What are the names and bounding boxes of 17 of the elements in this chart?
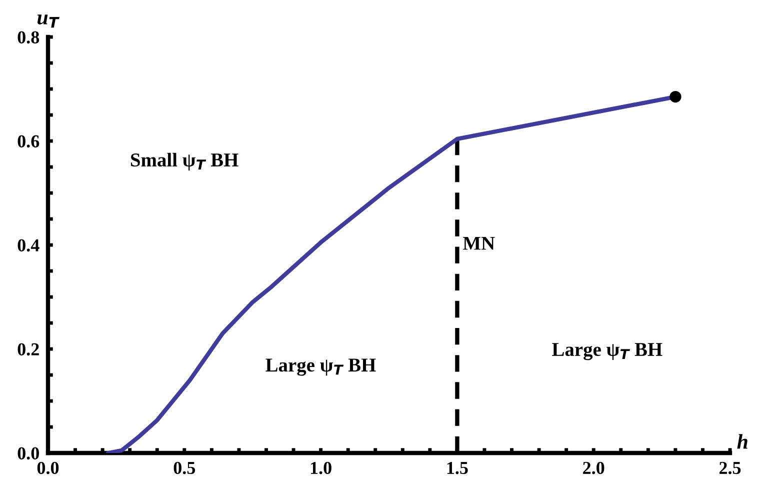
x-tick-label: 1.0 xyxy=(310,462,332,474)
y-axis-title: u$_{T}$ xyxy=(38,14,60,28)
y-tick-label: 0.4 xyxy=(18,239,40,252)
y-tick-label: 0.8 xyxy=(18,31,40,44)
x-tick-label: 2.5 xyxy=(719,462,741,474)
y-tick-label: 0.0 xyxy=(18,447,39,460)
ref-line-label: MN xyxy=(462,236,495,250)
annotation: Small ψ$_{T}$ BH xyxy=(130,152,238,170)
annotation: Large ψ$_{T}$ BH xyxy=(266,358,376,376)
x-tick-label: 1.5 xyxy=(447,462,468,474)
x-tick-label: 0.0 xyxy=(37,462,59,474)
x-axis-title: h xyxy=(737,434,748,449)
annotation: Large ψ$_{T}$ BH xyxy=(552,343,662,360)
x-tick-label: 0.5 xyxy=(174,462,196,474)
y-tick-label: 0.6 xyxy=(18,135,40,148)
y-tick-label: 0.2 xyxy=(18,343,39,356)
x-tick-label: 2.0 xyxy=(583,462,604,474)
